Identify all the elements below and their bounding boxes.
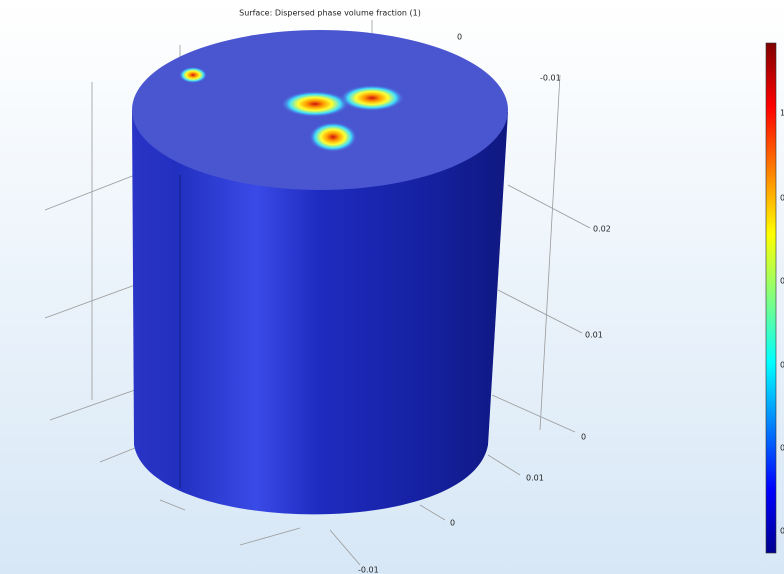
axis-label: 0.02	[593, 225, 611, 234]
colorbar-label: 1	[780, 109, 784, 118]
axis-label: -0.01	[540, 74, 561, 83]
concentration-spot	[179, 67, 207, 83]
colorbar	[765, 42, 777, 554]
axis-label: 0	[457, 33, 462, 42]
concentration-spot	[281, 91, 349, 117]
colorbar-label: 0	[780, 194, 784, 203]
axis-grid	[44, 20, 591, 566]
concentration-spot	[340, 85, 404, 111]
colorbar-label: 0	[780, 361, 784, 370]
cylinder-side	[132, 110, 508, 515]
concentration-spot	[309, 122, 357, 152]
colorbar-label: 0	[780, 277, 784, 286]
axis-label: 0	[450, 519, 455, 528]
axis-label: -0.01	[358, 566, 379, 574]
axis-label: 0.01	[585, 331, 603, 340]
plot-title: Surface: Dispersed phase volume fraction…	[239, 9, 421, 18]
axis-label: 0	[581, 433, 586, 442]
colorbar-label: 0	[780, 444, 784, 453]
colorbar-label: 0	[780, 527, 784, 536]
axis-label: 0.01	[526, 474, 544, 483]
